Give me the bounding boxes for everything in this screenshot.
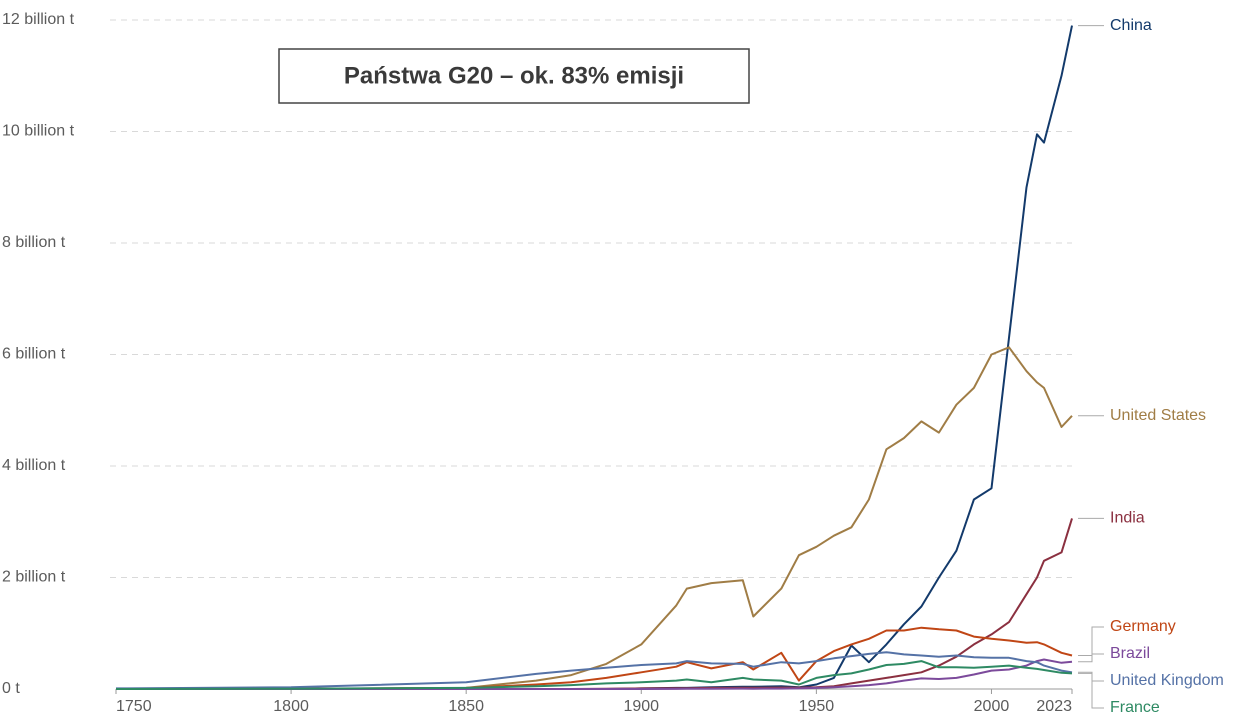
series-line: [115, 660, 1073, 690]
series-line: [116, 25, 1073, 690]
y-tick-label: 2 billion t: [2, 569, 66, 586]
label-connector: [1078, 653, 1104, 663]
x-tick-label: 1900: [623, 698, 659, 715]
annotation: Państwa G20 – ok. 83% emisji: [344, 62, 684, 89]
series-label: Germany: [1110, 618, 1176, 635]
y-tick-label: 6 billion t: [2, 346, 66, 363]
x-tick-label: 2000: [974, 698, 1010, 715]
x-tick-label: 1750: [116, 698, 152, 715]
y-tick-label: 12 billion t: [2, 11, 75, 28]
series-label: France: [1110, 699, 1160, 716]
y-tick-label: 8 billion t: [2, 234, 66, 251]
y-tick-label: 0 t: [2, 680, 20, 697]
x-tick-label: 1850: [448, 698, 484, 715]
y-tick-label: 4 billion t: [2, 457, 66, 474]
series-label: United Kingdom: [1110, 672, 1224, 689]
label-connector: [1078, 626, 1104, 656]
x-tick-label: 2023: [1036, 698, 1072, 715]
series-line: [115, 346, 1073, 690]
series-line: [116, 658, 1073, 690]
x-tick-label: 1800: [273, 698, 309, 715]
series-line: [115, 626, 1073, 690]
series-label: China: [1110, 17, 1152, 34]
series-label: Brazil: [1110, 645, 1150, 662]
series-line: [115, 651, 1073, 690]
series-label: United States: [1110, 407, 1206, 424]
y-tick-label: 10 billion t: [2, 123, 75, 140]
series-label: India: [1110, 510, 1145, 527]
annotation-box: [278, 48, 750, 104]
x-tick-label: 1950: [799, 698, 835, 715]
label-connector: [1078, 672, 1104, 709]
